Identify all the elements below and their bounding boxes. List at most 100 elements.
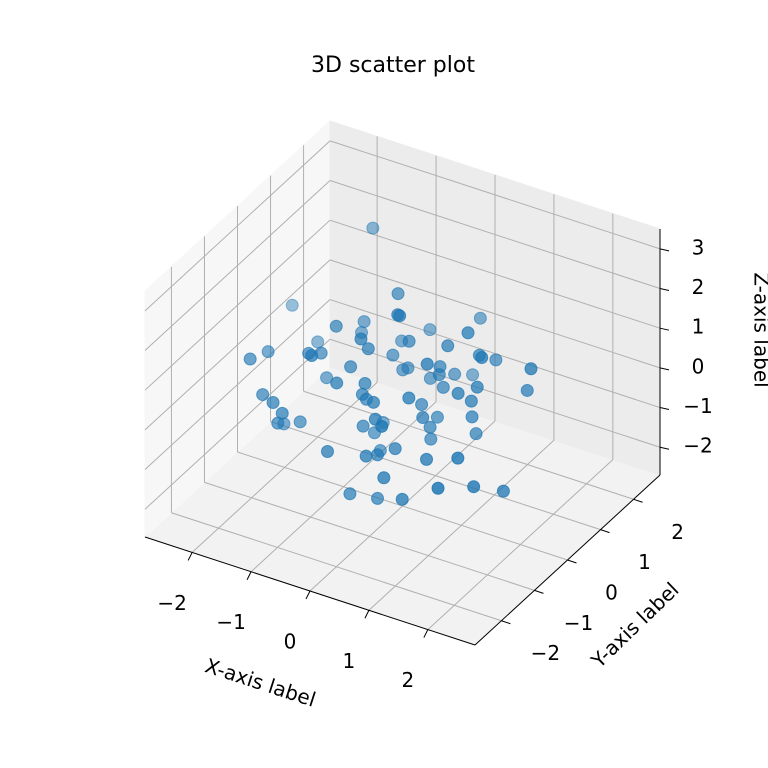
y-tick-label: 2 xyxy=(671,520,684,544)
point xyxy=(256,388,270,402)
y-tick-label: −1 xyxy=(564,611,593,635)
y-axis-line xyxy=(474,474,661,646)
point xyxy=(357,315,371,329)
x-tick xyxy=(305,590,311,600)
grid-line xyxy=(171,512,502,622)
grid-line xyxy=(144,180,331,351)
z-tick xyxy=(659,407,670,411)
point xyxy=(396,363,410,377)
y-tick-label: 0 xyxy=(605,581,618,605)
point xyxy=(470,380,484,394)
x-tick-label: −1 xyxy=(216,610,245,634)
z-tick-label: 0 xyxy=(692,354,705,378)
y-tick xyxy=(633,498,643,503)
point xyxy=(466,368,480,382)
point xyxy=(465,410,479,424)
point xyxy=(243,352,257,366)
point xyxy=(473,311,487,325)
chart-title: 3D scatter plot xyxy=(311,53,475,78)
point xyxy=(391,287,405,301)
point xyxy=(388,442,402,456)
z-tick xyxy=(659,288,670,292)
point xyxy=(464,394,478,408)
x-tick-label: 1 xyxy=(343,649,356,673)
point xyxy=(386,348,400,362)
x-tick xyxy=(364,610,370,619)
point xyxy=(472,348,486,362)
grid-line xyxy=(329,140,661,250)
point xyxy=(366,395,380,409)
z-tick-label: 3 xyxy=(692,235,705,259)
point xyxy=(415,398,429,412)
point xyxy=(461,326,475,340)
x-tick xyxy=(187,552,193,561)
point xyxy=(314,346,328,360)
z-tick-label: 2 xyxy=(692,275,705,299)
x-tick-label: 0 xyxy=(284,630,297,654)
point xyxy=(355,326,369,340)
y-tick xyxy=(534,589,544,594)
point xyxy=(321,445,334,459)
y-tick-label: 1 xyxy=(638,550,651,574)
point xyxy=(489,353,503,367)
z-tick xyxy=(659,327,670,331)
point xyxy=(420,357,434,371)
point xyxy=(420,452,434,466)
point xyxy=(320,371,334,385)
grid-line xyxy=(329,219,661,329)
point xyxy=(285,298,299,312)
x-tick xyxy=(423,629,429,638)
point xyxy=(330,376,344,390)
grid-line xyxy=(329,180,661,289)
point xyxy=(431,481,445,495)
point xyxy=(373,444,387,458)
x-axis-label: X-axis label xyxy=(202,653,319,711)
point xyxy=(329,319,343,333)
point xyxy=(423,323,437,337)
x-tick xyxy=(246,571,252,580)
grid-line xyxy=(329,338,661,448)
y-axis-label: Y-axis label xyxy=(586,577,684,673)
point xyxy=(344,360,358,374)
grid-line xyxy=(144,259,331,431)
point xyxy=(266,396,280,410)
point xyxy=(271,416,285,430)
point xyxy=(416,411,430,425)
point xyxy=(496,484,510,498)
x-tick-label: −2 xyxy=(157,591,186,615)
point xyxy=(424,432,438,446)
z-axis-label: Z-axis label xyxy=(750,272,768,387)
grid-line xyxy=(144,140,331,312)
point xyxy=(430,410,444,424)
grid-line xyxy=(303,390,634,500)
point xyxy=(451,451,465,465)
point xyxy=(423,420,437,434)
point xyxy=(261,345,275,359)
z-tick-label: −1 xyxy=(683,394,712,418)
x-axis-line xyxy=(144,536,476,646)
grid-line xyxy=(237,451,568,561)
grid-line xyxy=(270,421,601,531)
point xyxy=(451,386,465,400)
grid-line xyxy=(204,481,535,591)
grid-line xyxy=(144,338,331,510)
grid-line xyxy=(144,219,331,391)
point xyxy=(432,368,446,382)
point xyxy=(436,380,450,394)
point xyxy=(311,335,325,349)
point xyxy=(469,427,483,441)
point xyxy=(366,221,380,235)
point xyxy=(377,471,391,485)
point xyxy=(361,342,375,356)
point xyxy=(393,309,407,323)
point xyxy=(402,391,416,405)
z-tick-label: −2 xyxy=(683,434,712,458)
point xyxy=(395,492,409,506)
x-tick-label: 2 xyxy=(401,668,414,692)
point xyxy=(355,387,369,401)
point xyxy=(371,491,384,505)
point xyxy=(293,415,307,429)
point xyxy=(467,480,481,494)
y-tick xyxy=(567,559,577,564)
